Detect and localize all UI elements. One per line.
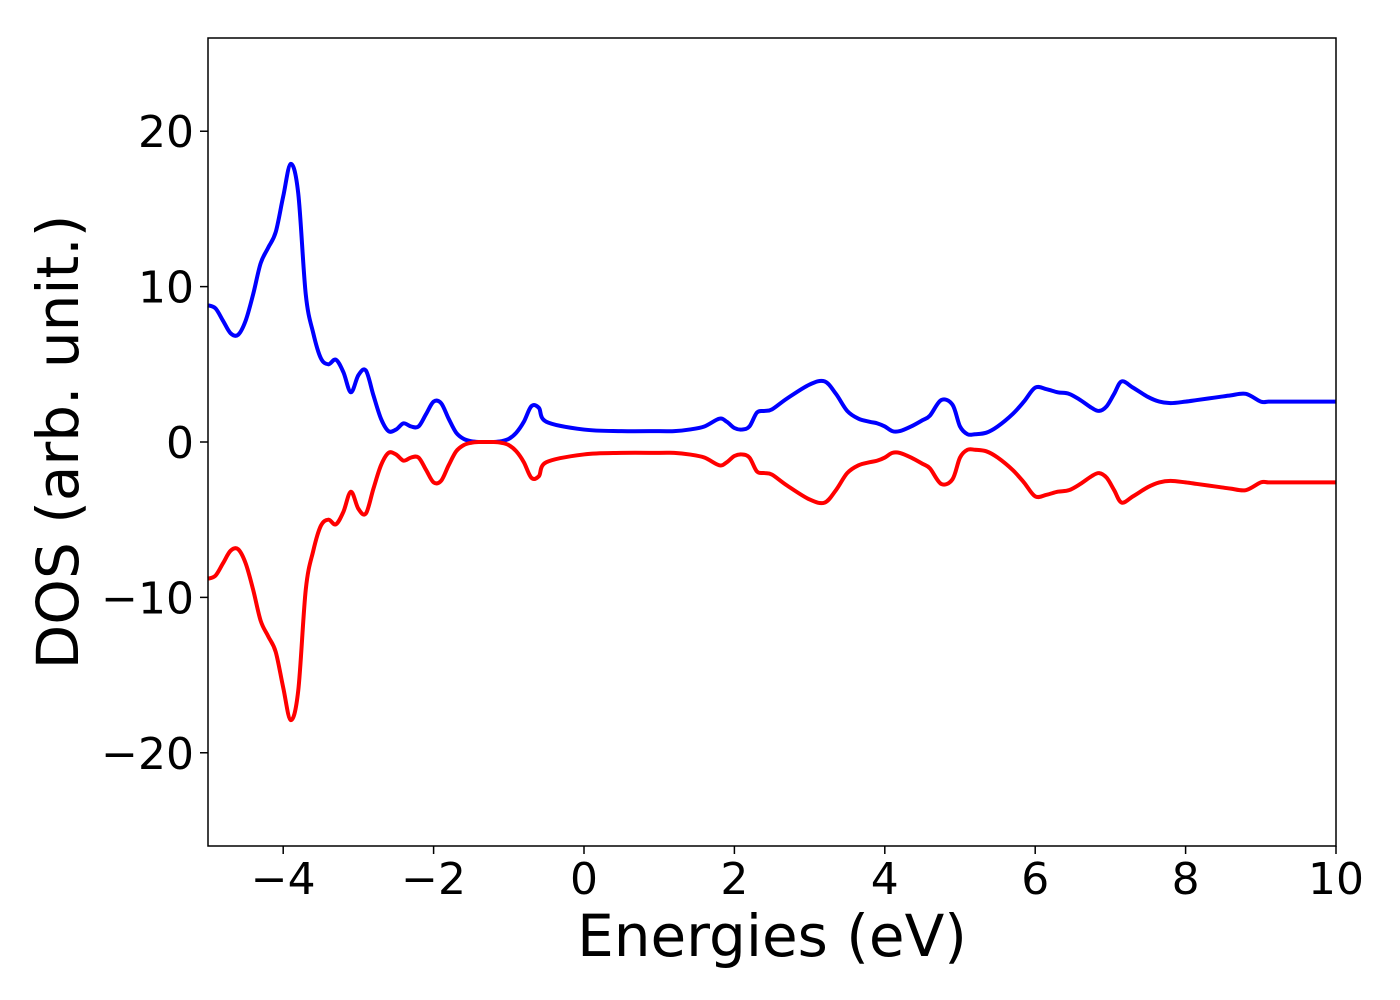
- x-tick-label: 4: [871, 854, 899, 905]
- x-tick-label: −2: [401, 854, 466, 905]
- x-tick-label: 0: [570, 854, 598, 905]
- x-tick-label: −4: [251, 854, 316, 905]
- y-tick-label: 10: [138, 263, 194, 314]
- y-tick-label: −20: [101, 729, 194, 780]
- x-axis-title: Energies (eV): [577, 902, 967, 970]
- y-tick-label: −10: [101, 573, 194, 624]
- series-line-0: [207, 161, 1336, 445]
- series-line-1: [207, 439, 1336, 723]
- x-tick-label: 2: [720, 854, 748, 905]
- y-tick-label: 20: [138, 107, 194, 158]
- x-tick-label: 6: [1021, 854, 1049, 905]
- plot-frame: [207, 37, 1337, 847]
- y-axis-title: DOS (arb. unit.): [24, 215, 92, 670]
- x-tick-label: 8: [1172, 854, 1200, 905]
- series-layer: [207, 161, 1336, 723]
- y-tick-label: 0: [166, 418, 194, 469]
- x-tick-label: 10: [1308, 854, 1364, 905]
